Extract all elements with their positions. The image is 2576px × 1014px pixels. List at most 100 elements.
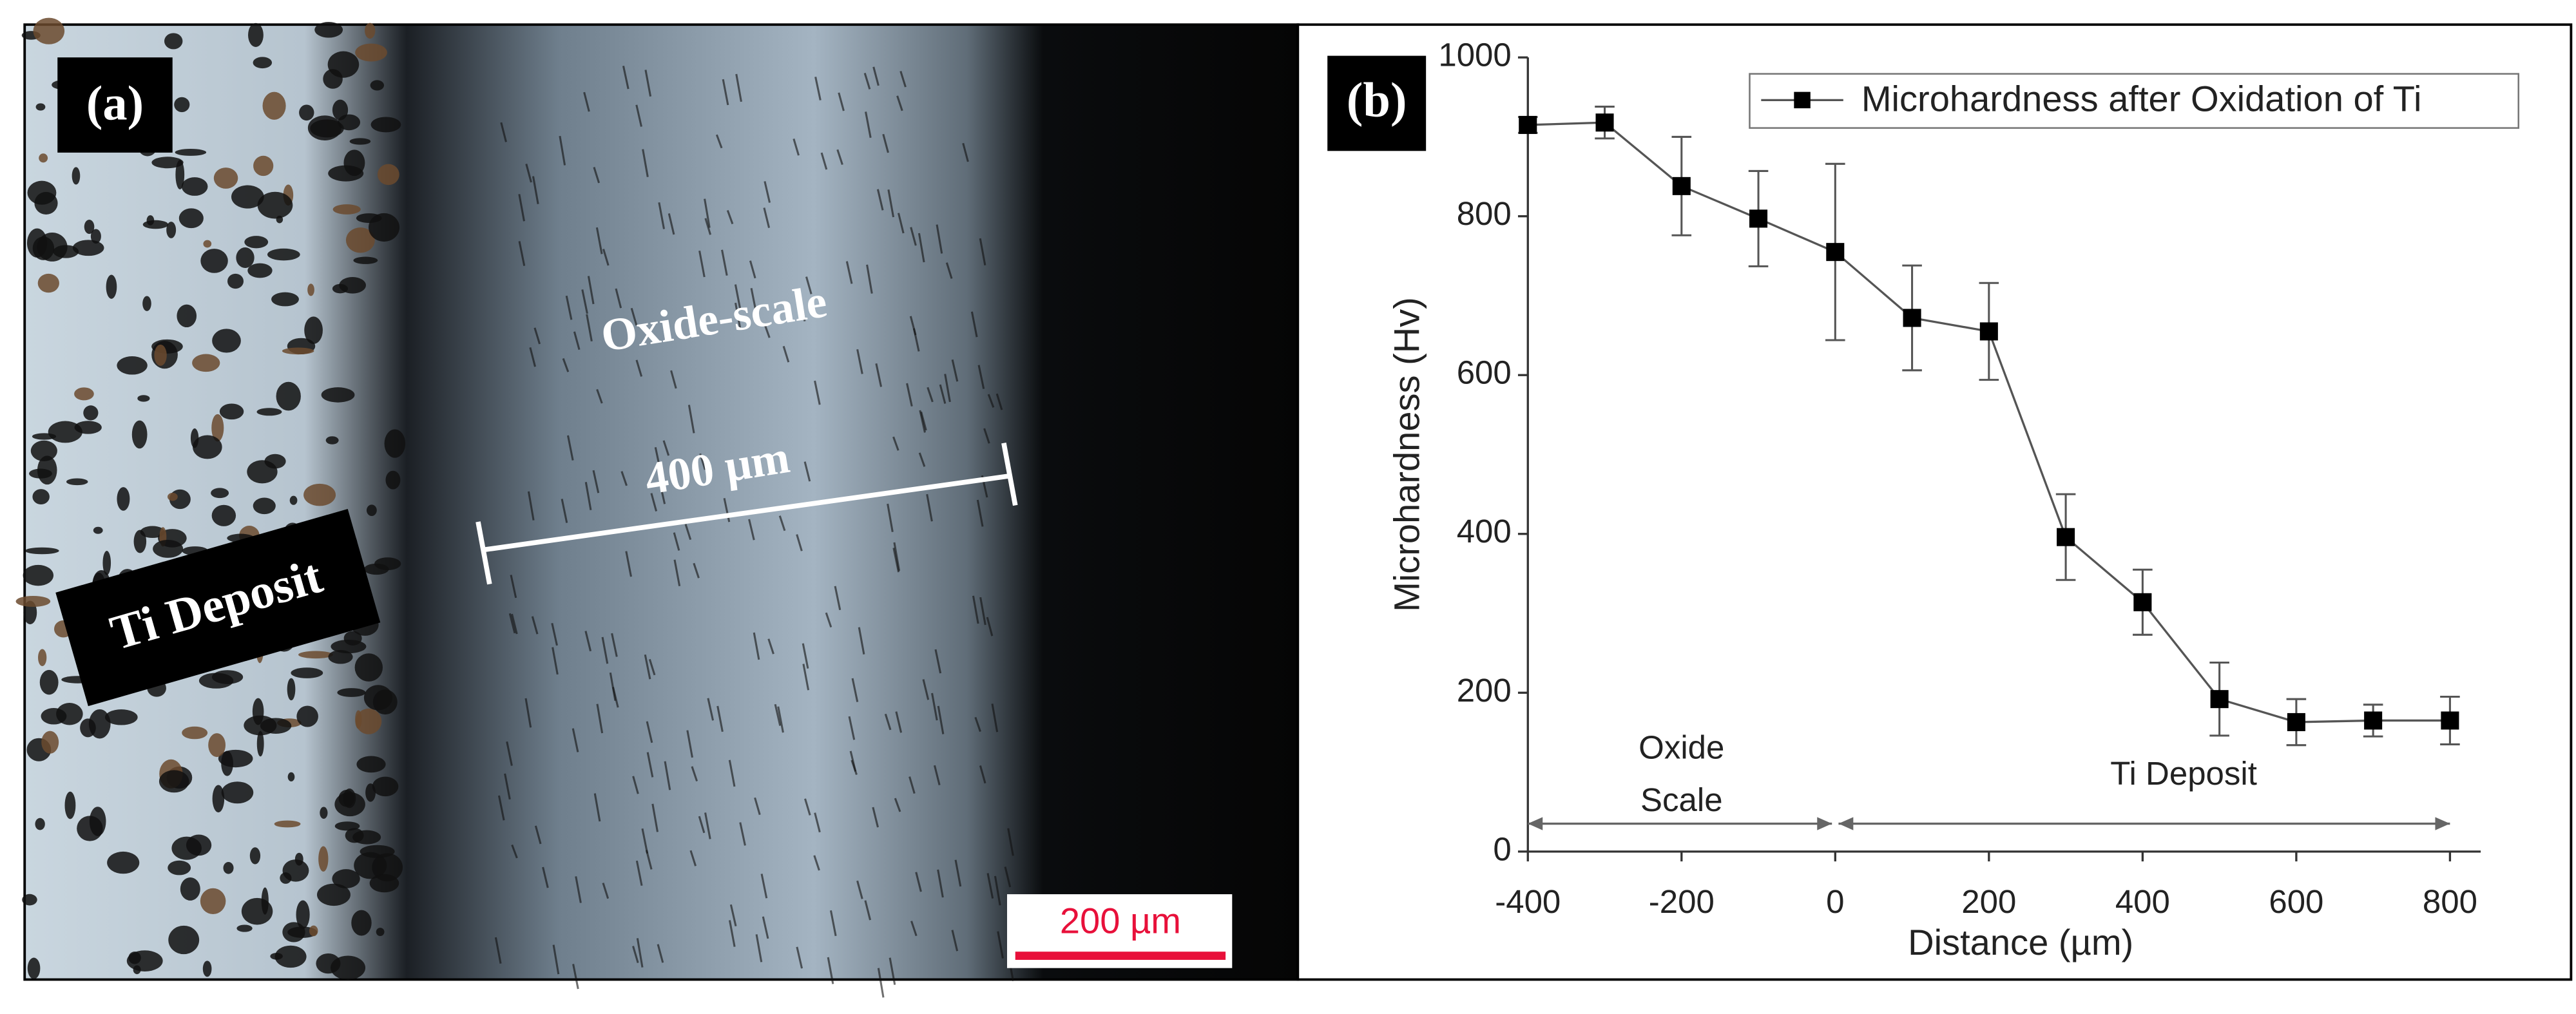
- streak: [622, 65, 630, 90]
- streak: [735, 73, 742, 102]
- pore: [370, 117, 401, 133]
- streak: [596, 388, 603, 404]
- streak: [991, 703, 999, 732]
- streak: [651, 803, 658, 832]
- arrow-head: [1838, 817, 1854, 830]
- pore: [349, 138, 371, 145]
- streak: [754, 797, 761, 816]
- streak: [562, 358, 570, 372]
- pore: [211, 504, 236, 526]
- streak: [877, 968, 885, 998]
- pore: [385, 470, 401, 490]
- x-tick-label: 200: [1961, 883, 2016, 920]
- streak: [793, 138, 800, 156]
- arrow-head: [1528, 817, 1543, 830]
- data-point: [2287, 713, 2305, 731]
- streak: [893, 542, 901, 571]
- pore: [166, 222, 177, 238]
- pore: [193, 435, 222, 459]
- streak: [704, 218, 712, 235]
- streak: [635, 359, 643, 377]
- streak: [615, 288, 622, 309]
- x-tick-label: -200: [1649, 883, 1715, 920]
- streak: [954, 859, 962, 887]
- streak: [527, 491, 535, 521]
- legend-marker: [1794, 91, 1811, 109]
- streak: [977, 365, 985, 389]
- pore: [296, 900, 310, 929]
- pore: [338, 114, 361, 131]
- streak: [865, 111, 872, 139]
- streak: [918, 233, 925, 263]
- streak: [670, 370, 677, 389]
- streak: [734, 284, 742, 311]
- streak: [979, 238, 986, 266]
- streak: [864, 900, 872, 921]
- streak: [997, 931, 1004, 959]
- streak: [887, 189, 895, 218]
- y-tick-label: 800: [1457, 195, 1512, 232]
- arrow-head: [1817, 817, 1832, 830]
- pore: [171, 836, 202, 860]
- streak: [646, 752, 654, 778]
- streak: [922, 679, 930, 700]
- streak: [753, 632, 760, 660]
- streak: [644, 654, 651, 680]
- streak: [856, 349, 863, 374]
- pore: [377, 164, 399, 186]
- pore: [27, 957, 41, 979]
- pore: [384, 429, 406, 458]
- streak: [927, 387, 934, 403]
- x-tick-label: -400: [1495, 883, 1561, 920]
- pore: [256, 408, 282, 416]
- pore: [303, 483, 336, 506]
- streak: [552, 944, 560, 975]
- streak: [609, 672, 617, 701]
- pore: [140, 526, 165, 539]
- pore: [128, 952, 141, 964]
- pore: [53, 245, 79, 258]
- pore: [332, 204, 361, 215]
- pore: [66, 478, 88, 486]
- data-point: [1672, 177, 1691, 195]
- pore: [328, 649, 353, 664]
- streak: [573, 331, 581, 350]
- pore: [256, 731, 264, 757]
- streak: [506, 741, 513, 766]
- legend-label: Microhardness after Oxidation of Ti: [1861, 79, 2422, 119]
- streak: [910, 921, 918, 937]
- streak: [686, 730, 693, 758]
- streak: [899, 71, 907, 88]
- pore: [30, 440, 57, 461]
- streak: [559, 135, 566, 166]
- streak: [934, 649, 942, 674]
- streak: [508, 613, 516, 634]
- pore: [117, 487, 130, 511]
- pore: [353, 256, 378, 264]
- pore: [253, 497, 276, 515]
- pore: [159, 770, 189, 793]
- streak: [987, 394, 995, 408]
- pore: [93, 526, 103, 534]
- streak: [986, 873, 994, 899]
- streak: [586, 314, 593, 342]
- streak: [654, 446, 662, 472]
- pore: [219, 403, 244, 420]
- pore: [15, 595, 51, 607]
- data-point: [2441, 711, 2459, 730]
- pore: [203, 240, 212, 248]
- pore: [257, 191, 293, 219]
- pore: [376, 928, 385, 937]
- streak: [803, 461, 811, 482]
- pore: [267, 248, 300, 261]
- pore: [180, 877, 200, 901]
- pore: [182, 726, 208, 740]
- streak: [933, 765, 941, 786]
- pore: [84, 220, 95, 234]
- pore: [244, 236, 269, 249]
- streak: [698, 250, 706, 278]
- pore: [327, 51, 360, 78]
- streak: [895, 711, 903, 733]
- streak: [642, 149, 649, 177]
